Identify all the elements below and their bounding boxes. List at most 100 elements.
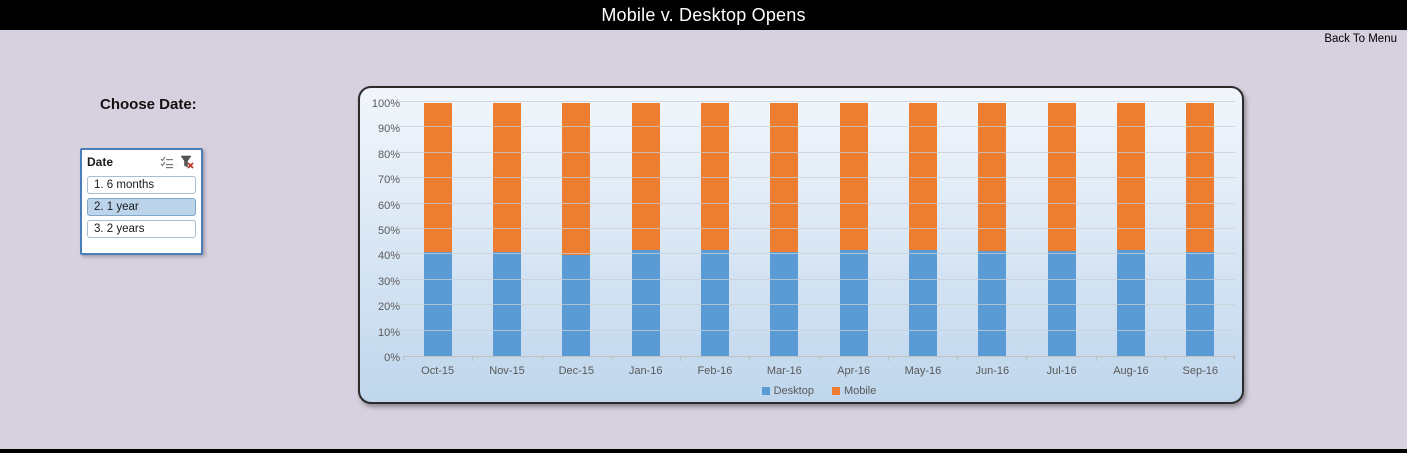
stacked-bar [1047,103,1076,356]
chart-legend: Desktop Mobile [403,385,1235,397]
desktop-segment [423,252,452,356]
x-tick-label: Oct-15 [421,365,455,377]
legend-item-desktop: Desktop [761,385,814,397]
x-tick [681,357,751,361]
x-tick [820,357,889,361]
x-tick [543,357,612,361]
y-tick-label: 100% [371,98,400,110]
gridline [396,278,1235,280]
slicer-item[interactable]: 1. 6 months [87,176,196,194]
desktop-segment [1116,249,1145,356]
x-tick [958,357,1028,361]
stacked-bar [770,103,799,356]
desktop-segment [1047,251,1076,356]
stacked-bar [631,103,660,356]
bottom-border-strip [0,449,1407,453]
gridline [396,253,1235,255]
x-tick-label: Jul-16 [1046,365,1077,377]
y-tick-label: 40% [377,250,400,263]
slicer-item[interactable]: 2. 1 year [87,198,196,216]
bar-slot [472,103,541,356]
gridline [396,177,1235,179]
desktop-segment [908,249,937,356]
mobile-segment [1116,103,1145,250]
gridline [396,126,1235,128]
y-tick-label: 20% [377,301,400,314]
mobile-segment [978,103,1007,251]
bar-slot [888,103,957,356]
y-axis-labels: 0% 10% 20% 30% 40% 50% 60% 70% 80% 90% 100% [360,98,400,364]
plot-area [396,101,1235,361]
choose-date-label: Choose Date: [100,96,197,113]
stacked-bar [908,103,937,356]
bar-slot [750,103,819,356]
slicer-item-list: 1. 6 months 2. 1 year 3. 2 years [86,176,197,238]
stacked-bar [839,103,868,356]
bar-slot [680,103,749,356]
bar-series [403,103,1235,356]
x-tick [403,357,474,361]
desktop-segment [1186,252,1215,356]
y-tick-label: 90% [377,123,400,136]
legend-swatch [761,387,770,395]
gridline [396,228,1235,229]
x-axis-ticks [403,357,1235,361]
multi-select-icon[interactable] [158,154,176,170]
back-to-menu-link[interactable]: Back To Menu [1324,33,1397,45]
y-tick-label: 50% [377,225,400,237]
x-tick [473,357,543,361]
x-tick-label: Jan-16 [628,365,663,377]
gridline [396,304,1235,306]
legend-item-mobile: Mobile [831,385,877,397]
gridline [396,202,1235,204]
legend-label: Desktop [773,385,814,397]
desktop-segment [978,251,1007,356]
desktop-segment [562,254,591,356]
date-slicer: Date 1. 6 months 2. 1 year 3. 2 years [80,148,203,255]
clear-filter-icon[interactable] [178,154,196,170]
x-tick-label: Mar-16 [766,365,802,377]
stacked-bar [978,103,1007,356]
bar-slot [819,103,888,356]
desktop-segment [492,252,521,356]
stacked-bar [562,103,591,356]
x-tick-label: Jun-16 [975,365,1010,377]
y-tick-label: 60% [377,199,400,212]
stacked-bar [1116,103,1145,356]
y-tick-label: 30% [377,275,400,288]
x-tick [1166,357,1235,361]
bar-slot [958,103,1027,356]
x-tick [889,357,958,361]
y-tick-label: 10% [377,326,400,339]
mobile-segment [562,103,591,255]
mobile-segment [1047,103,1076,251]
desktop-segment [839,249,868,356]
x-tick [1027,357,1097,361]
mobile-segment [700,103,729,250]
x-tick-label: May-16 [904,365,942,377]
slicer-item[interactable]: 3. 2 years [87,220,196,238]
bar-slot [403,103,472,356]
legend-label: Mobile [843,385,877,397]
mobile-segment [908,103,937,250]
y-tick-label: 70% [377,174,400,187]
x-tick-label: Dec-15 [558,365,595,377]
bar-slot [542,103,611,356]
gridline [396,101,1235,102]
slicer-header: Date [86,152,197,172]
bar-slot [1027,103,1096,356]
desktop-segment [770,252,799,356]
x-tick-label: Sep-16 [1182,365,1219,377]
stacked-bar [700,103,729,356]
stacked-bar [492,103,521,356]
y-tick-label: 0% [384,352,400,364]
desktop-segment [700,249,729,356]
mobile-segment [839,103,868,250]
stacked-bar [423,103,452,356]
x-axis-labels: Oct-15 Nov-15 Dec-15 Jan-16 Feb-16 Mar-16 Apr-… [403,365,1235,377]
x-tick [1097,357,1166,361]
bar-slot [1166,103,1235,356]
x-tick-label: Nov-15 [489,365,525,377]
x-tick [750,357,820,361]
bar-slot [1096,103,1165,356]
